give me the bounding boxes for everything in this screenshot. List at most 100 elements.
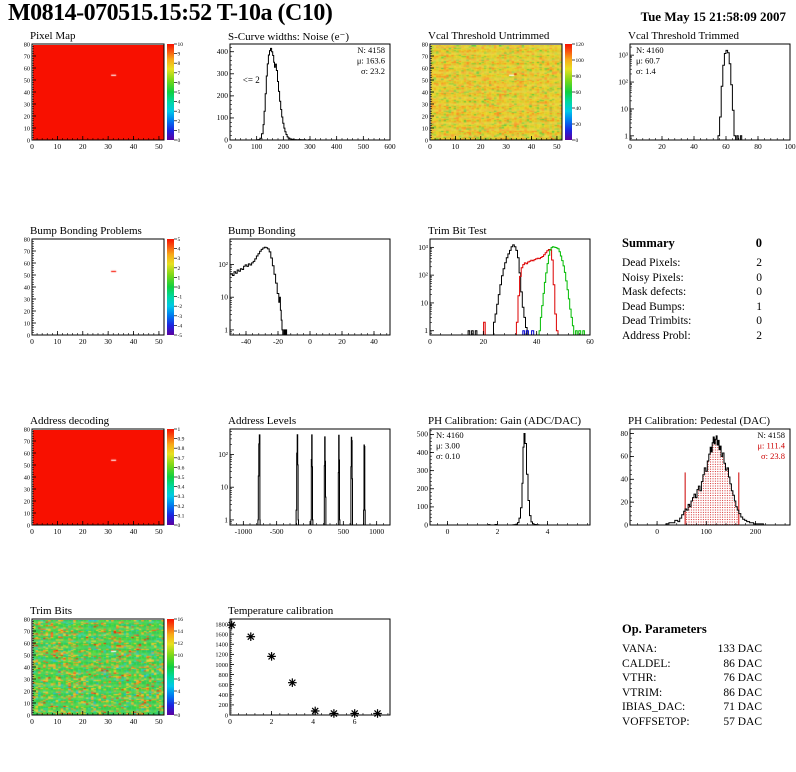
svg-text:10³: 10³ <box>418 243 429 252</box>
svg-text:12: 12 <box>178 641 184 647</box>
chart-title: Pixel Map <box>30 30 76 42</box>
svg-text:4: 4 <box>178 689 181 695</box>
chart-title: PH Calibration: Gain (ADC/DAC) <box>428 415 582 427</box>
op-parameter-row: VTHR: 76 DAC <box>622 672 762 684</box>
svg-text:0: 0 <box>178 138 181 144</box>
svg-text:N: 4158: N: 4158 <box>357 45 385 55</box>
panel-summary: Summary 0 Dead Pixels: 2 Noisy Pixels: 0 M… <box>622 236 762 343</box>
svg-text:10: 10 <box>24 320 30 327</box>
svg-text:0.5: 0.5 <box>178 475 185 481</box>
svg-text:1000: 1000 <box>215 662 228 669</box>
trim-bits-heatmap <box>32 619 164 715</box>
svg-text:1: 1 <box>178 275 181 281</box>
svg-text:30: 30 <box>104 717 112 726</box>
scurve-noise-plot: 0 100 200 300 400 500 600 0 100 200 300 400 N: 4158μ… <box>217 43 396 151</box>
svg-text:14: 14 <box>178 629 184 635</box>
panel-vcal-untrimmed: Vcal Threshold Untrimmed 0 10 20 30 40 50 0 10 2… <box>404 30 600 172</box>
svg-text:500: 500 <box>358 142 370 151</box>
svg-text:40: 40 <box>621 475 629 484</box>
svg-text:-4: -4 <box>178 323 183 329</box>
address-levels-plot: -1000 -500 0 500 1000 1 10 10² <box>218 428 391 536</box>
summary-row: Dead Pixels: 2 <box>622 257 762 269</box>
svg-text:300: 300 <box>217 69 229 78</box>
svg-text:50: 50 <box>24 77 30 84</box>
summary-total: 0 <box>755 236 762 250</box>
panel-trim-bits: Trim Bits 0 10 20 30 40 50 0 10 20 30 40 50 60 70 80 16… <box>6 605 202 747</box>
svg-text:30: 30 <box>24 296 30 303</box>
svg-text:300: 300 <box>304 142 316 151</box>
svg-text:80: 80 <box>24 236 30 243</box>
svg-text:6: 6 <box>178 677 181 683</box>
svg-text:σ: 23.2: σ: 23.2 <box>361 66 385 76</box>
summary-row: Mask defects: 0 <box>622 286 762 298</box>
svg-text:20: 20 <box>621 497 629 506</box>
svg-text:200: 200 <box>219 702 228 709</box>
svg-text:10: 10 <box>54 527 62 536</box>
svg-text:50: 50 <box>155 527 163 536</box>
svg-text:10²: 10² <box>418 271 429 280</box>
temperature-calibration-plot: 0 2 4 6 0 200 400 600 800 1000 1200 1400 1600 1800 <box>215 618 391 726</box>
svg-text:20: 20 <box>658 142 666 151</box>
op-parameters-heading: Op. Parameters <box>622 622 762 637</box>
svg-text:10: 10 <box>421 298 429 307</box>
svg-text:40: 40 <box>130 717 138 726</box>
svg-text:10: 10 <box>178 42 184 48</box>
svg-text:40: 40 <box>24 89 30 96</box>
svg-text:μ: 3.00: μ: 3.00 <box>436 441 460 451</box>
svg-text:100: 100 <box>251 142 262 151</box>
chart-title: PH Calibration: Pedestal (DAC) <box>628 415 771 427</box>
svg-text:5: 5 <box>178 237 181 243</box>
svg-text:10²: 10² <box>218 450 229 459</box>
svg-text:400: 400 <box>219 692 228 699</box>
svg-text:0: 0 <box>424 520 428 529</box>
svg-text:50: 50 <box>24 462 30 469</box>
bump-bonding-problems-heatmap <box>32 239 164 335</box>
svg-text:10: 10 <box>422 125 428 132</box>
svg-text:0: 0 <box>30 142 34 151</box>
svg-text:N: 4158: N: 4158 <box>757 430 785 440</box>
svg-text:2: 2 <box>178 266 181 272</box>
svg-text:0: 0 <box>30 527 34 536</box>
svg-text:0.8: 0.8 <box>178 446 185 452</box>
svg-text:40: 40 <box>24 664 30 671</box>
svg-text:-1000: -1000 <box>235 527 253 536</box>
svg-text:1600: 1600 <box>215 631 228 638</box>
svg-text:1400: 1400 <box>215 642 228 649</box>
summary-row: Noisy Pixels: 0 <box>622 271 762 284</box>
svg-text:0: 0 <box>308 337 312 346</box>
svg-text:80: 80 <box>24 616 30 623</box>
svg-text:0: 0 <box>30 337 34 346</box>
svg-text:10: 10 <box>221 293 229 302</box>
chart-title: Address Levels <box>228 415 297 427</box>
svg-text:40: 40 <box>690 142 698 151</box>
svg-text:30: 30 <box>24 101 30 108</box>
svg-text:100: 100 <box>576 58 585 64</box>
svg-text:40: 40 <box>130 142 138 151</box>
panel-scurve-noise: S-Curve widths: Noise (e⁻) 0 100 200 300 400… <box>204 30 400 172</box>
svg-text:20: 20 <box>79 717 87 726</box>
svg-text:10: 10 <box>221 483 229 492</box>
svg-text:-500: -500 <box>270 527 284 536</box>
svg-text:μ: 163.6: μ: 163.6 <box>357 56 385 66</box>
svg-text:1: 1 <box>424 326 428 335</box>
svg-text:0: 0 <box>224 135 228 144</box>
svg-text:40: 40 <box>130 337 138 346</box>
svg-text:5: 5 <box>178 90 181 96</box>
svg-text:σ: 0.10: σ: 0.10 <box>436 451 460 461</box>
svg-text:40: 40 <box>422 89 428 96</box>
panel-trim-bit-test: Trim Bit Test 0 20 40 60 1 10 10² 10³ <box>404 225 600 367</box>
page-title: M0814-070515.15:52 T-10a (C10) <box>8 0 333 26</box>
svg-text:50: 50 <box>553 142 561 151</box>
svg-text:20: 20 <box>24 688 30 695</box>
svg-text:-1: -1 <box>178 295 183 301</box>
svg-text:0: 0 <box>178 285 181 291</box>
chart-title: Vcal Threshold Untrimmed <box>428 30 550 42</box>
svg-text:0: 0 <box>178 523 181 529</box>
chart-title: S-Curve widths: Noise (e⁻) <box>228 31 349 43</box>
svg-text:10²: 10² <box>218 260 229 269</box>
svg-text:20: 20 <box>79 142 87 151</box>
svg-text:20: 20 <box>24 113 30 120</box>
svg-text:30: 30 <box>24 676 30 683</box>
svg-text:1: 1 <box>624 131 628 140</box>
